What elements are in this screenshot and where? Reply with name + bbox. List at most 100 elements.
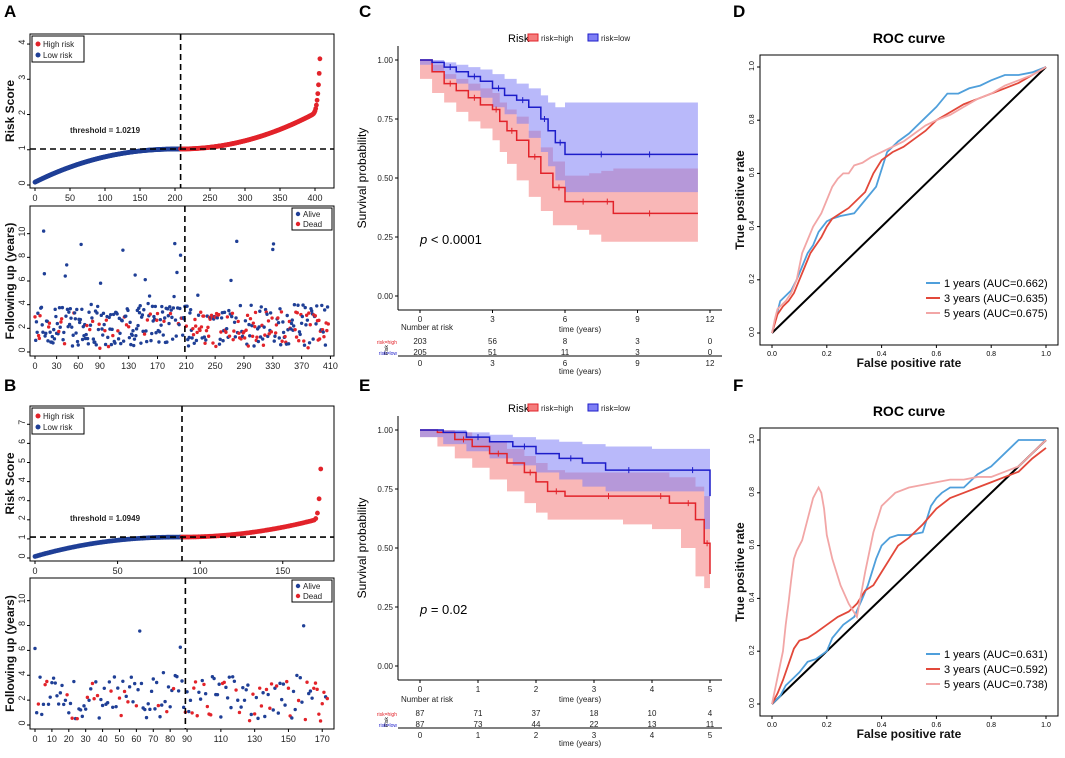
a-follow-point [147, 294, 152, 298]
b-follow-point [325, 696, 330, 701]
a-risk-xtick-label: 300 [237, 193, 252, 203]
a-follow-xtick-label: 290 [236, 361, 251, 371]
a-follow-point [161, 333, 165, 337]
b-follow-point [264, 687, 269, 692]
a-follow-point [170, 315, 174, 320]
b-follow-point [132, 681, 137, 686]
a-follow-point [274, 323, 279, 327]
b-follow-xtick-label: 150 [281, 734, 296, 744]
c-km-risk-xtick-label: 0 [418, 359, 423, 368]
a-follow-point [126, 308, 130, 313]
a-follow-point [304, 323, 308, 327]
a-risk-xtick-label: 200 [167, 193, 182, 203]
b-follow-point [87, 698, 91, 702]
b-follow-point [268, 706, 272, 710]
a-follow-point [218, 337, 222, 341]
a-follow-point [86, 342, 91, 346]
e-km-risk-value: 4 [708, 709, 713, 718]
b-risk-point [318, 466, 324, 472]
b-follow-point [285, 679, 289, 684]
a-follow-point [104, 318, 109, 322]
b-risk-ytick-label: 6 [17, 439, 27, 444]
a-follow-point [246, 344, 250, 348]
b-follow-point [259, 704, 264, 708]
a-follow-point [57, 306, 62, 310]
a-follow-point [80, 337, 85, 342]
a-follow-point [237, 331, 241, 335]
a-follow-point [322, 308, 327, 312]
a-follow-point [128, 320, 132, 325]
b-follow-point [251, 692, 255, 696]
e-km-risk-value: 13 [648, 720, 657, 729]
d-roc-ylabel: True positive rate [733, 150, 747, 250]
b-follow-point [100, 703, 105, 708]
a-follow-point [297, 330, 302, 334]
e-km-ytick-label: 0.25 [377, 603, 393, 612]
b-follow-xtick-label: 30 [81, 734, 91, 744]
a-follow-point [214, 344, 218, 349]
b-follow-point [146, 702, 150, 706]
b-follow-point [121, 679, 125, 683]
a-follow-point [79, 242, 83, 247]
c-km-xlabel: time (years) [559, 325, 602, 334]
a-follow-point [136, 323, 140, 328]
a-follow-point [249, 303, 253, 307]
c-km-legend-high: risk=high [541, 34, 573, 43]
b-follow-xtick-label: 70 [148, 734, 158, 744]
a-follow-point [41, 229, 46, 233]
a-follow-point [72, 311, 77, 315]
b-follow-point [198, 697, 203, 701]
a-follow-xtick-label: 410 [323, 361, 338, 371]
a-follow-point [253, 310, 258, 315]
f-roc-ytick-label: 0.2 [749, 645, 756, 655]
a-risk-point [314, 97, 320, 103]
b-follow-point [160, 703, 164, 707]
e-km-pvalue: p = 0.02 [419, 602, 467, 617]
a-follow-point [227, 334, 232, 338]
b-follow-point [263, 714, 267, 719]
b-risk-ytick-label: 7 [17, 420, 27, 425]
a-follow-point [106, 335, 110, 340]
b-follow-point [301, 624, 306, 628]
a-follow-point [243, 319, 248, 323]
a-follow-point [297, 339, 301, 343]
e-km-risk-row-name: risk=high [377, 712, 397, 718]
a-follow-point [193, 324, 198, 328]
a-follow-point [165, 340, 169, 344]
a-follow-point [88, 327, 92, 332]
a-follow-legend-dead: Dead [303, 220, 322, 229]
c-km-risk-table-title: Number at risk [401, 323, 454, 332]
e-km-ytick-label: 1.00 [377, 426, 393, 435]
a-follow-point [304, 313, 309, 317]
a-follow-point [106, 344, 111, 349]
a-follow-point [263, 307, 268, 312]
a-follow-point [145, 318, 150, 322]
b-follow-point [48, 695, 52, 699]
e-km-risk-xtick-label: 5 [708, 731, 713, 740]
b-follow-point [192, 686, 196, 690]
c-km-risk-xtick-label: 6 [563, 359, 568, 368]
b-follow-ytick-label: 10 [17, 594, 27, 604]
a-follow-point [294, 335, 299, 339]
a-risk-ytick-label: 0 [17, 180, 27, 185]
b-risk-ytick-label: 3 [17, 496, 27, 501]
b-follow-xtick-label: 90 [182, 734, 192, 744]
e-km-risk-xtick-label: 4 [650, 731, 655, 740]
a-follow-point [90, 316, 94, 320]
a-follow-point [137, 311, 142, 315]
a-follow-point [280, 339, 284, 343]
a-follow-point [266, 319, 271, 323]
b-follow-point [320, 702, 324, 706]
b-follow-xtick-label: 10 [47, 734, 57, 744]
e-km-risk-value: 11 [706, 720, 715, 729]
b-follow-point [163, 699, 167, 704]
b-follow-point [244, 688, 248, 692]
b-follow-ytick-label: 4 [17, 671, 27, 676]
b-follow-point [234, 688, 238, 692]
a-follow-point [167, 321, 171, 326]
a-follow-point [262, 325, 266, 329]
c-km-ytick-label: 1.00 [377, 56, 393, 65]
b-risk-legend-box [31, 407, 85, 435]
a-follow-point [57, 329, 61, 334]
b-follow-frame [29, 577, 335, 730]
